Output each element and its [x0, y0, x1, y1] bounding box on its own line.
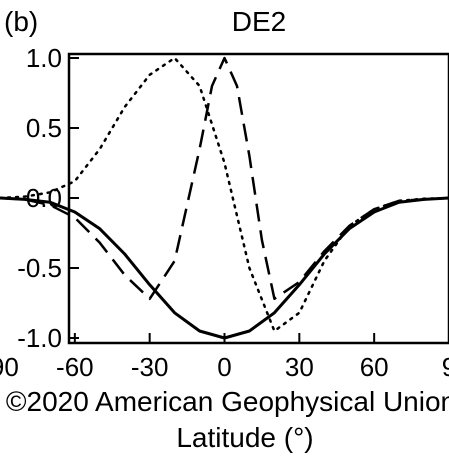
y-tick-labels: -1.0 -0.5 0.0 0.5 1.0 [17, 43, 79, 353]
x-tick-label: 9 [442, 352, 449, 382]
x-tick-label: -30 [131, 352, 169, 382]
series-line-dashed [0, 56, 449, 301]
copyright-notice: ©2020 American Geophysical Union [6, 386, 449, 417]
y-tick-label: 0.5 [26, 113, 62, 143]
y-tick-label: -1.0 [17, 323, 62, 353]
plot-frame [67, 52, 449, 345]
x-axis-label: Latitude (°) [176, 422, 313, 453]
series-line-dotted [0, 56, 449, 333]
series-layer [0, 56, 449, 340]
x-tick-label: 0 [217, 352, 231, 382]
series-line-solid [0, 196, 449, 340]
x-tick-labels: -90 -60 -30 0 30 60 9 [0, 333, 449, 382]
x-tick-label: -60 [56, 352, 94, 382]
y-tick-label: 0.0 [26, 183, 62, 213]
y-tick-label: 1.0 [26, 43, 62, 73]
x-tick-label: 30 [285, 352, 314, 382]
x-tick-label: -90 [0, 352, 19, 382]
x-tick-label: 60 [360, 352, 389, 382]
panel-label: (b) [4, 6, 38, 37]
y-tick-label: -0.5 [17, 253, 62, 283]
chart-title: DE2 [232, 6, 286, 37]
